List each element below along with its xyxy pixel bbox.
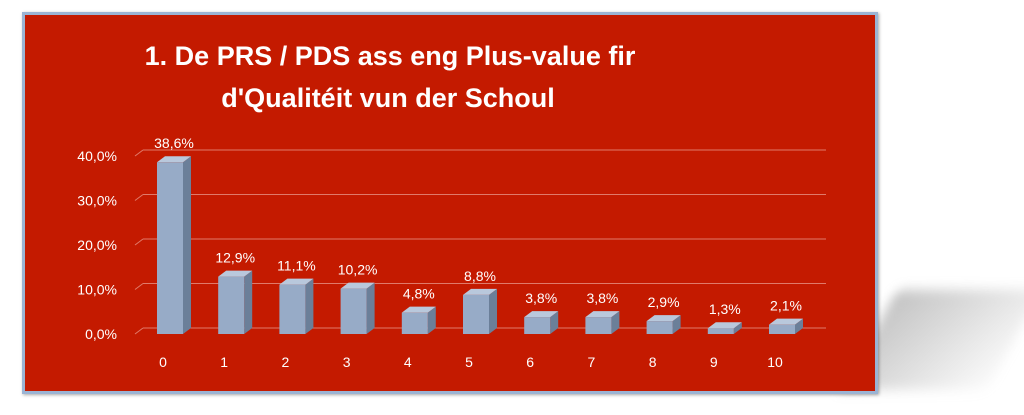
bar — [769, 318, 803, 334]
bar-front — [585, 317, 612, 334]
x-tick-label: 10 — [767, 354, 783, 370]
bar — [218, 270, 253, 334]
bar-side — [366, 282, 375, 334]
x-tick-label: 7 — [588, 354, 596, 370]
bar — [646, 315, 681, 334]
x-tick-label: 1 — [220, 354, 228, 370]
bar-top — [401, 306, 436, 313]
x-tick-label: 5 — [465, 354, 473, 370]
bar-front — [707, 328, 734, 334]
bars — [157, 156, 803, 334]
bar-top — [157, 156, 191, 163]
y-axis-ticks: 0,0% 10,0% 20,0% 30,0% 40,0% — [77, 148, 117, 342]
x-tick-label: 4 — [404, 354, 412, 370]
gridline-depth — [134, 194, 144, 201]
bar-front — [463, 294, 489, 334]
bar-front — [279, 284, 306, 334]
y-tick-label: 30,0% — [77, 193, 117, 209]
bar-top — [279, 278, 314, 285]
bar-side — [672, 315, 681, 334]
bar — [524, 311, 559, 334]
y-tick-label: 20,0% — [77, 237, 117, 253]
data-label: 2,1% — [770, 298, 802, 314]
bar — [463, 288, 497, 334]
bar-top — [707, 322, 742, 329]
bar-top — [646, 315, 681, 322]
chart-title-line-2: d'Qualitéit vun der Schoul — [221, 83, 554, 113]
data-label: 10,2% — [338, 262, 378, 278]
bar-front — [218, 276, 245, 334]
bar — [401, 306, 436, 334]
bar-top — [769, 318, 803, 325]
y-tick-label: 10,0% — [77, 282, 117, 298]
bar-front — [401, 312, 428, 334]
data-label: 8,8% — [464, 268, 496, 284]
bar — [707, 322, 742, 334]
data-label: 4,8% — [403, 286, 435, 302]
bar-side — [244, 270, 253, 334]
x-tick-label: 6 — [526, 354, 534, 370]
y-tick-label: 40,0% — [77, 148, 117, 164]
chart-title-line-1: 1. De PRS / PDS ass eng Plus-value fir — [145, 41, 636, 71]
x-tick-label: 9 — [710, 354, 718, 370]
bar-front — [340, 288, 367, 334]
gridline-depth — [134, 149, 144, 157]
data-labels: 38,6% 12,9% 11,1% 10,2% 4,8% 8,8% 3,8% 3,8% 2,9%… — [154, 135, 802, 317]
bar-top — [218, 270, 253, 277]
data-label: 11,1% — [277, 258, 316, 274]
bar-side — [611, 311, 620, 334]
gridline-depth — [134, 327, 144, 335]
bar-top — [463, 288, 497, 295]
bar-top — [340, 282, 375, 289]
bar — [585, 311, 620, 334]
x-tick-label: 2 — [282, 354, 290, 370]
bar — [340, 282, 375, 334]
bar — [157, 156, 191, 334]
bar-side — [427, 306, 436, 334]
bar-side — [305, 278, 314, 334]
x-tick-label: 8 — [649, 354, 657, 370]
data-label: 1,3% — [709, 301, 741, 317]
bar-side — [550, 311, 559, 334]
bar-side — [795, 318, 803, 334]
bar-side — [183, 156, 191, 334]
data-label: 2,9% — [648, 294, 680, 310]
bar — [279, 278, 314, 334]
y-tick-label: 0,0% — [85, 326, 117, 342]
bar-top — [524, 311, 559, 318]
data-label: 3,8% — [586, 290, 618, 306]
bar-top — [585, 311, 620, 318]
gridline-depth — [134, 238, 144, 246]
data-label: 12,9% — [215, 250, 255, 266]
gridline-depth — [134, 283, 144, 290]
bar-front — [524, 317, 551, 334]
bar-front — [157, 162, 183, 334]
bar-front — [769, 324, 795, 334]
bar-side — [733, 322, 742, 334]
x-tick-label: 0 — [159, 354, 167, 370]
bar-side — [489, 288, 497, 334]
data-label: 38,6% — [154, 135, 194, 151]
bar-front — [646, 321, 673, 334]
x-tick-label: 3 — [343, 354, 351, 370]
data-label: 3,8% — [525, 290, 557, 306]
x-axis-ticks: 0 1 2 3 4 5 6 7 8 9 10 — [159, 354, 783, 370]
